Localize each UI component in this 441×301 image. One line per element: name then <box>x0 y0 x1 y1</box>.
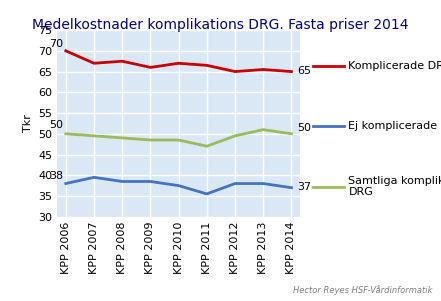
Text: 65: 65 <box>297 66 311 76</box>
Text: Komplicerade DRG: Komplicerade DRG <box>348 61 441 71</box>
Text: Ej komplicerade DRG: Ej komplicerade DRG <box>348 121 441 132</box>
Text: Hector Reyes HSF-Vårdinformatik: Hector Reyes HSF-Vårdinformatik <box>293 285 432 295</box>
Text: Medelkostnader komplikations DRG. Fasta priser 2014: Medelkostnader komplikations DRG. Fasta … <box>32 18 409 32</box>
Text: 50: 50 <box>297 123 311 133</box>
Text: 37: 37 <box>297 182 311 192</box>
Text: 50: 50 <box>49 120 63 130</box>
Y-axis label: Tkr: Tkr <box>23 114 33 132</box>
Text: 70: 70 <box>49 39 63 49</box>
Text: 38: 38 <box>49 171 63 182</box>
Text: Samtliga komplikations
DRG: Samtliga komplikations DRG <box>348 176 441 197</box>
